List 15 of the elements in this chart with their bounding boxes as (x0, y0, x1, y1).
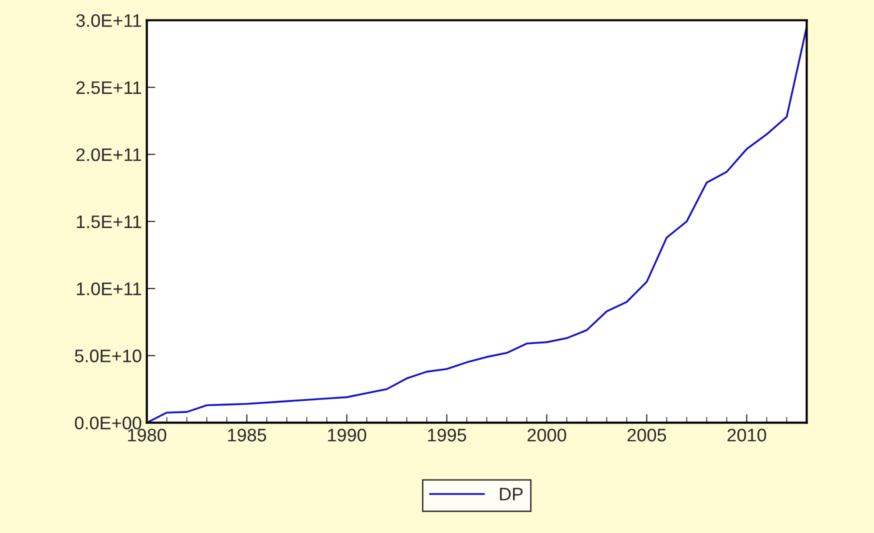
x-tick-label: 2010 (728, 428, 766, 442)
y-tick-label: 5.0E+10 (74, 350, 142, 362)
x-tick-label: 1985 (228, 428, 266, 442)
y-tick-label: 1.0E+11 (76, 282, 142, 296)
x-tick-label: 2000 (528, 428, 566, 442)
y-tick-label: 3.0E+11 (76, 14, 142, 27)
x-tick-label: 2005 (628, 428, 666, 442)
y-tick-label: 2.0E+11 (76, 148, 142, 162)
y-tick-label: 0.0E+00 (74, 416, 142, 430)
x-tick-label: 1980 (128, 428, 166, 442)
legend-label: DP (500, 488, 523, 500)
x-tick-label: 1990 (328, 428, 366, 442)
y-tick-label: 2.5E+11 (76, 81, 142, 94)
y-tick-label: 1.5E+11 (76, 216, 142, 228)
x-tick-label: 1995 (428, 428, 466, 442)
